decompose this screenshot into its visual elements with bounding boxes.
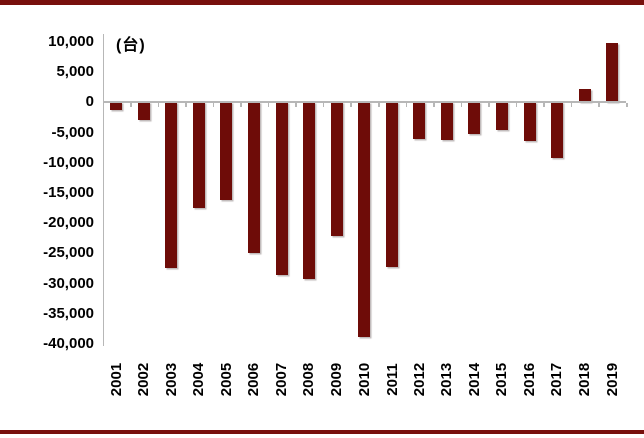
axis-tick <box>488 103 490 108</box>
bottom-border <box>0 430 644 434</box>
bar <box>110 102 123 111</box>
bar <box>413 102 426 139</box>
bar <box>496 102 508 131</box>
bar <box>358 102 371 338</box>
axis-tick <box>185 103 187 108</box>
axis-tick <box>350 103 352 108</box>
y-axis-label: 10,000 <box>48 33 94 50</box>
top-border <box>0 0 644 5</box>
y-axis-label: -5,000 <box>51 123 94 141</box>
axis-tick <box>405 103 408 108</box>
bar <box>468 102 481 135</box>
axis-tick <box>267 103 270 108</box>
y-axis-label: -35,000 <box>43 304 94 322</box>
y-axis-label: 5,000 <box>56 63 94 81</box>
axis-tick <box>240 103 242 108</box>
y-axis-line <box>102 34 104 346</box>
axis-tick <box>102 103 104 108</box>
axis-tick <box>378 103 380 108</box>
axis-tick <box>157 103 160 108</box>
axis-tick <box>543 103 545 108</box>
y-axis-label: -30,000 <box>43 274 94 292</box>
y-axis-label: -15,000 <box>43 184 94 201</box>
bar <box>220 102 233 200</box>
bar <box>165 102 178 269</box>
axis-tick <box>212 103 215 108</box>
bar <box>137 102 150 120</box>
y-axis-label: -20,000 <box>43 214 94 232</box>
bar <box>523 102 536 142</box>
axis-tick <box>570 103 573 108</box>
bar <box>578 89 591 103</box>
bar <box>192 102 205 209</box>
unit-label: (台) <box>116 37 146 54</box>
axis-tick <box>295 103 297 108</box>
bar <box>248 102 261 253</box>
bar <box>606 42 619 103</box>
axis-tick <box>626 103 628 108</box>
bar <box>275 102 288 275</box>
axis-tick <box>130 103 132 108</box>
axis-tick <box>433 103 435 108</box>
bar <box>385 102 398 267</box>
axis-tick <box>460 103 463 108</box>
bar <box>303 102 316 280</box>
axis-tick <box>322 103 325 108</box>
y-axis-label: -10,000 <box>43 153 94 171</box>
x-axis-line <box>102 101 626 104</box>
y-axis-label: 0 <box>85 93 94 111</box>
y-axis-label: -25,000 <box>43 244 94 262</box>
axis-tick <box>598 103 600 108</box>
axis-tick <box>515 103 518 108</box>
bar <box>440 102 453 141</box>
x-axis-label: 2019 <box>603 362 621 396</box>
bar <box>330 102 343 236</box>
y-axis-label: -40,000 <box>43 335 94 352</box>
bar <box>551 102 564 158</box>
